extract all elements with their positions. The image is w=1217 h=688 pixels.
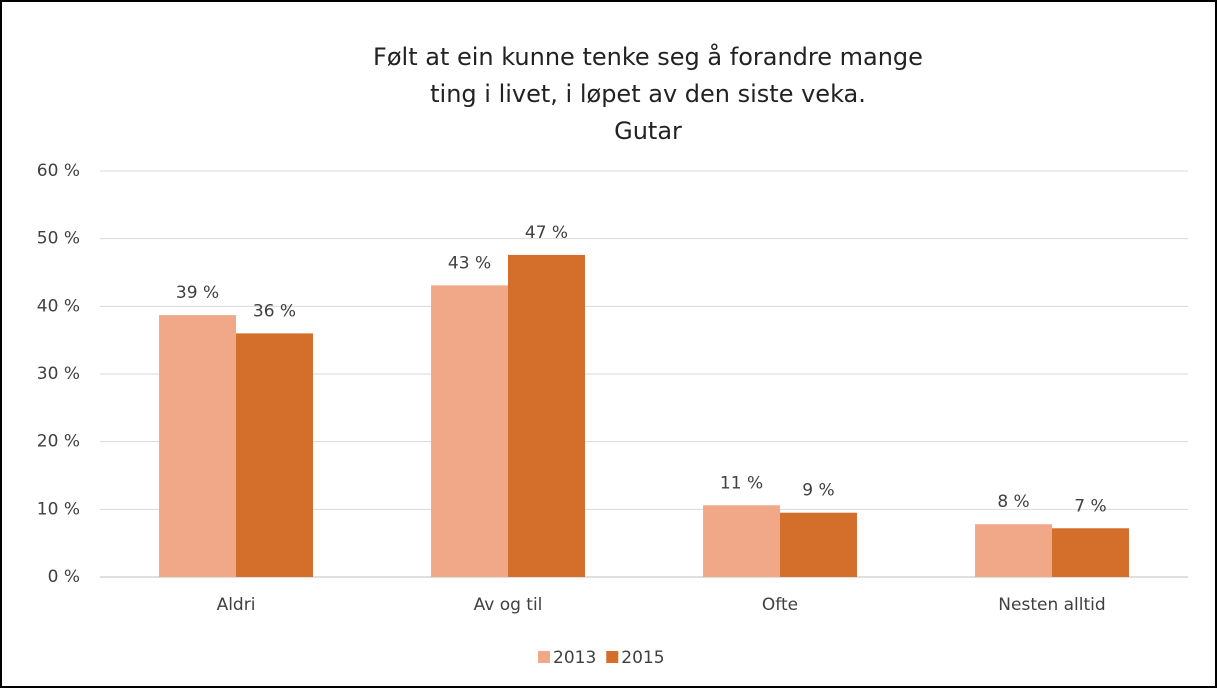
y-tick-label: 40 % (37, 296, 80, 316)
x-tick-label: Av og til (474, 595, 543, 615)
legend-swatch (538, 651, 550, 663)
value-label: 11 % (720, 473, 763, 493)
y-tick-label: 50 % (37, 229, 80, 249)
y-tick-label: 60 % (37, 161, 80, 181)
y-tick-label: 10 % (37, 499, 80, 519)
legend-label: 2013 (553, 648, 596, 668)
value-label: 36 % (253, 301, 296, 321)
bar (975, 524, 1052, 577)
value-label: 39 % (176, 283, 219, 303)
value-label: 7 % (1074, 496, 1106, 516)
y-tick-label: 0 % (48, 567, 80, 587)
chart-title: ting i livet, i løpet av den siste veka. (430, 80, 866, 108)
bar (508, 254, 585, 577)
value-label: 47 % (525, 223, 568, 243)
bar (703, 505, 780, 577)
y-tick-label: 20 % (37, 432, 80, 452)
bar (431, 285, 508, 577)
value-label: 43 % (448, 253, 491, 273)
bar (159, 315, 236, 577)
bar (1052, 528, 1129, 577)
x-tick-label: Nesten alltid (998, 595, 1105, 615)
bar (780, 512, 857, 577)
legend-label: 2015 (621, 648, 664, 668)
x-tick-label: Ofte (762, 595, 798, 615)
value-label: 9 % (802, 481, 834, 501)
chart-title: Gutar (614, 117, 682, 145)
x-tick-label: Aldri (217, 595, 256, 615)
y-tick-label: 30 % (37, 364, 80, 384)
legend-swatch (606, 651, 619, 663)
chart-title: Følt at ein kunne tenke seg å forandre m… (373, 42, 923, 71)
value-label: 8 % (997, 492, 1029, 512)
bar (236, 333, 313, 577)
